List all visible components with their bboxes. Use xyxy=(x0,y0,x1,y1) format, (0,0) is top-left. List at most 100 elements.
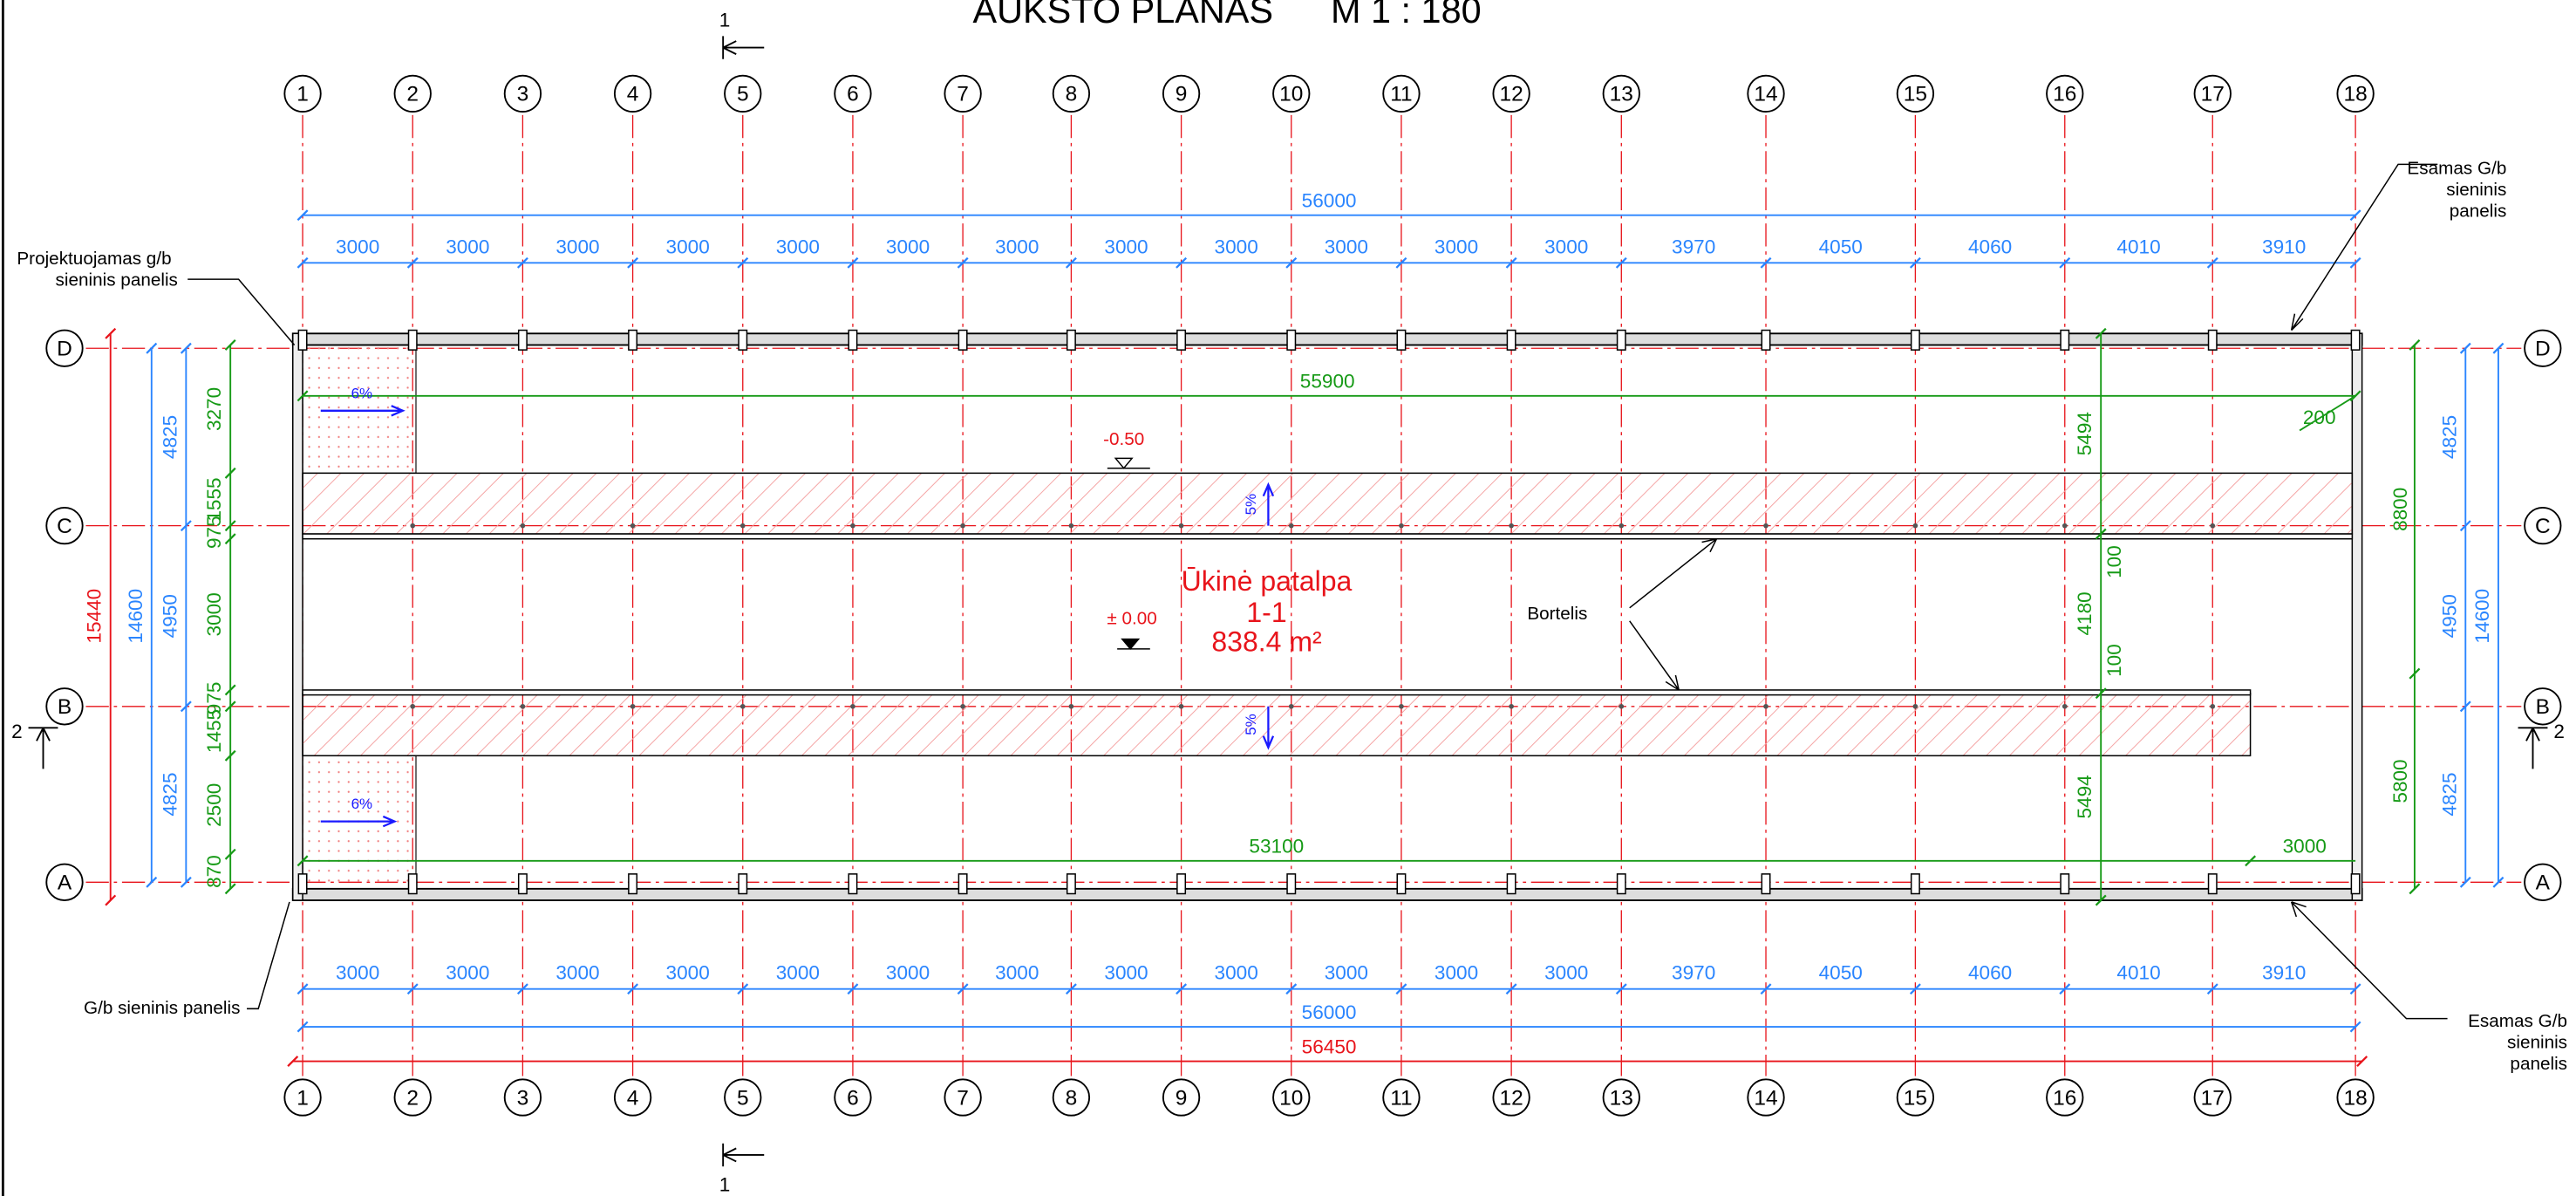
column-label: 16 xyxy=(2053,83,2076,106)
dim-text: 3000 xyxy=(336,236,379,257)
dim-tick xyxy=(224,339,236,351)
dim-text: 56000 xyxy=(1302,190,1357,212)
dim-text: 3000 xyxy=(886,962,930,984)
column xyxy=(848,873,858,895)
leader xyxy=(2290,901,2448,1020)
level-mark: -0.50 xyxy=(1103,429,1144,449)
post xyxy=(1912,703,1918,709)
dim-tick xyxy=(180,701,192,713)
dim-tick xyxy=(224,848,236,860)
axis-bubble xyxy=(724,1078,762,1117)
column xyxy=(1616,329,1626,351)
dim-text: 4825 xyxy=(2438,772,2460,816)
column-label: 10 xyxy=(1279,1086,1303,1110)
column-label: 15 xyxy=(1904,1086,1927,1110)
dim-text: 975 xyxy=(203,682,225,715)
dim-tick xyxy=(1760,256,1772,269)
column xyxy=(628,873,638,895)
dim-text: 4825 xyxy=(159,415,181,459)
dim-tick xyxy=(847,256,859,269)
dim-text: 56000 xyxy=(1302,1001,1357,1023)
dim-text: 3000 xyxy=(666,962,710,984)
room-area: 838.4 m² xyxy=(1211,626,1322,658)
column xyxy=(1286,329,1297,351)
column xyxy=(848,329,858,351)
column xyxy=(1176,873,1187,895)
dim-text: 1555 xyxy=(203,477,225,521)
column xyxy=(1616,873,1626,895)
dim-tick xyxy=(1615,983,1627,995)
dim-tick xyxy=(2349,1021,2361,1033)
column-label: 7 xyxy=(957,1086,969,1110)
row-label: D xyxy=(2535,338,2551,361)
dim-text: 100 xyxy=(2103,644,2125,677)
section-arrow xyxy=(28,727,58,769)
dim-tick xyxy=(1395,983,1407,995)
slope-arrow xyxy=(320,815,398,828)
section-arrow xyxy=(722,36,765,59)
dim-tick xyxy=(1176,256,1188,269)
column-label: 2 xyxy=(406,83,419,106)
post xyxy=(1619,523,1625,529)
post xyxy=(1399,703,1404,709)
dim-text: 56450 xyxy=(1302,1035,1357,1057)
axis-bubble xyxy=(393,74,432,113)
dim-tick xyxy=(296,983,309,995)
column-label: 14 xyxy=(1754,83,1777,106)
dim-text: 3000 xyxy=(1435,236,1478,257)
post xyxy=(2061,523,2068,529)
column xyxy=(1506,329,1516,351)
dim-tick xyxy=(1760,983,1772,995)
column xyxy=(1396,329,1407,351)
dim-text: 3970 xyxy=(1672,236,1715,257)
column-label: 3 xyxy=(517,83,529,106)
axis-bubble xyxy=(2336,74,2375,113)
dim-tick xyxy=(2095,327,2107,339)
slope-label: 6% xyxy=(351,385,372,401)
axis-bubble xyxy=(2524,863,2562,901)
dim-text: 3000 xyxy=(776,962,820,984)
column-label: 4 xyxy=(627,1086,639,1110)
callout-text: sieninis xyxy=(2507,1032,2567,1052)
column xyxy=(2350,329,2361,351)
dim-tick xyxy=(1176,983,1188,995)
dim-line xyxy=(2299,395,2356,432)
callout-text: Esamas G/b xyxy=(2407,158,2506,178)
column xyxy=(297,329,308,351)
column-label: 11 xyxy=(1390,1086,1412,1110)
dim-text: 3000 xyxy=(666,236,710,257)
post xyxy=(1509,523,1514,529)
slope-label: 6% xyxy=(351,796,372,812)
dim-tick xyxy=(296,855,309,867)
column-label: 8 xyxy=(1066,83,1078,106)
section-mark: 2 xyxy=(11,721,23,742)
post xyxy=(850,703,855,709)
dim-text: 3000 xyxy=(1215,236,1258,257)
dim-text: 3000 xyxy=(2283,836,2327,858)
dim-tick xyxy=(1505,256,1517,269)
axis-bubble xyxy=(2524,506,2562,545)
column-label: 1 xyxy=(296,1086,309,1110)
column xyxy=(517,329,528,351)
dim-tick xyxy=(2409,667,2421,680)
column xyxy=(2060,329,2070,351)
row-label: A xyxy=(2536,871,2551,895)
column-label: 17 xyxy=(2201,1086,2225,1110)
post xyxy=(960,523,965,529)
axis-bubble xyxy=(283,1078,322,1117)
section-arrow xyxy=(2518,727,2548,769)
column xyxy=(957,329,968,351)
dim-tick xyxy=(224,749,236,762)
level-mark: ± 0.00 xyxy=(1107,608,1156,628)
wall-top xyxy=(291,332,2363,346)
dim-text: 3000 xyxy=(1104,236,1148,257)
dim-tick xyxy=(2349,209,2361,222)
dim-tick xyxy=(2349,256,2361,269)
dim-tick xyxy=(2206,256,2218,269)
dim-text: 2500 xyxy=(203,783,225,827)
axis-bubble xyxy=(2046,1078,2084,1117)
section-arrow xyxy=(722,1143,765,1167)
dim-tick xyxy=(2356,1056,2368,1068)
